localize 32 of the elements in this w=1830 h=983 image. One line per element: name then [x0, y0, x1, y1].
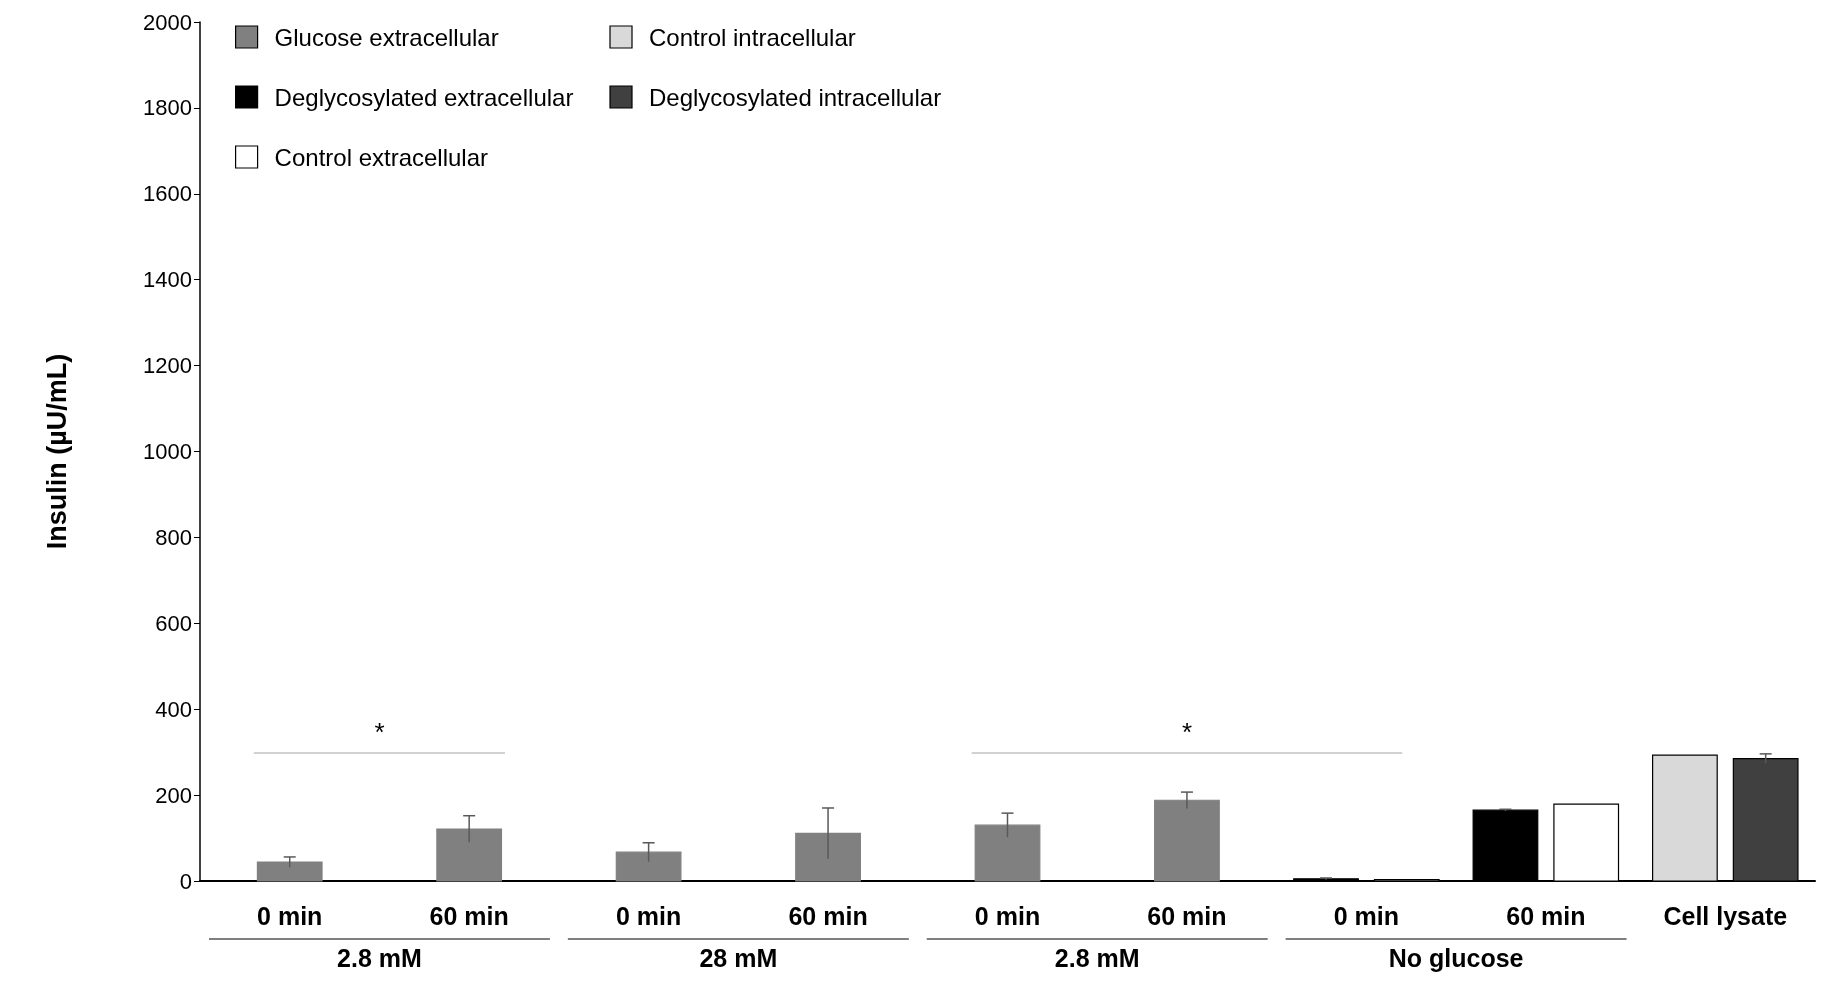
annotation: *: [374, 717, 385, 747]
annotation: *: [1181, 717, 1193, 747]
x-tick-label: 0 min: [615, 901, 682, 930]
text: 28 mM: [699, 943, 778, 972]
y-tick-label: 0: [179, 868, 192, 894]
y-tick-label: 1800: [143, 95, 192, 121]
y-tick-label: 400: [155, 696, 192, 722]
x-tick-label: 60 min: [1506, 901, 1586, 930]
x-tick-label: 60 min: [788, 901, 868, 930]
x-tick-label: 0 min: [257, 901, 323, 930]
x-tick-label: 0 min: [1333, 901, 1400, 930]
y-tick-label: 1200: [143, 353, 192, 379]
legend-label: Glucose extracellular: [274, 23, 499, 51]
x-tick-label: 60 min: [1147, 901, 1227, 930]
y-tick-label: 1600: [143, 181, 192, 207]
text: No glucose: [1388, 943, 1524, 972]
y-tick-label: 600: [155, 610, 192, 636]
y-tick-label: 1000: [143, 439, 192, 464]
y-tick-label: 800: [155, 524, 192, 550]
x-tick-label: 0 min: [974, 901, 1041, 930]
y-tick-label: 2000: [143, 9, 192, 35]
legend-label: Deglycosylated intracellular: [649, 83, 942, 111]
text: 2.8 mM: [1054, 943, 1140, 972]
x-tick-label: 60 min: [429, 901, 509, 930]
y-tick-label: 200: [155, 782, 192, 808]
x-tick-label: Cell lysate: [1663, 901, 1788, 930]
legend-label: Deglycosylated extracellular: [274, 83, 574, 111]
text: 2.8 mM: [337, 943, 422, 972]
legend-label: Control intracellular: [649, 23, 856, 51]
y-tick-label: 1400: [143, 267, 192, 293]
legend-label: Control extracellular: [274, 143, 489, 171]
y-axis-title: Insulin (µU/mL): [41, 353, 72, 550]
